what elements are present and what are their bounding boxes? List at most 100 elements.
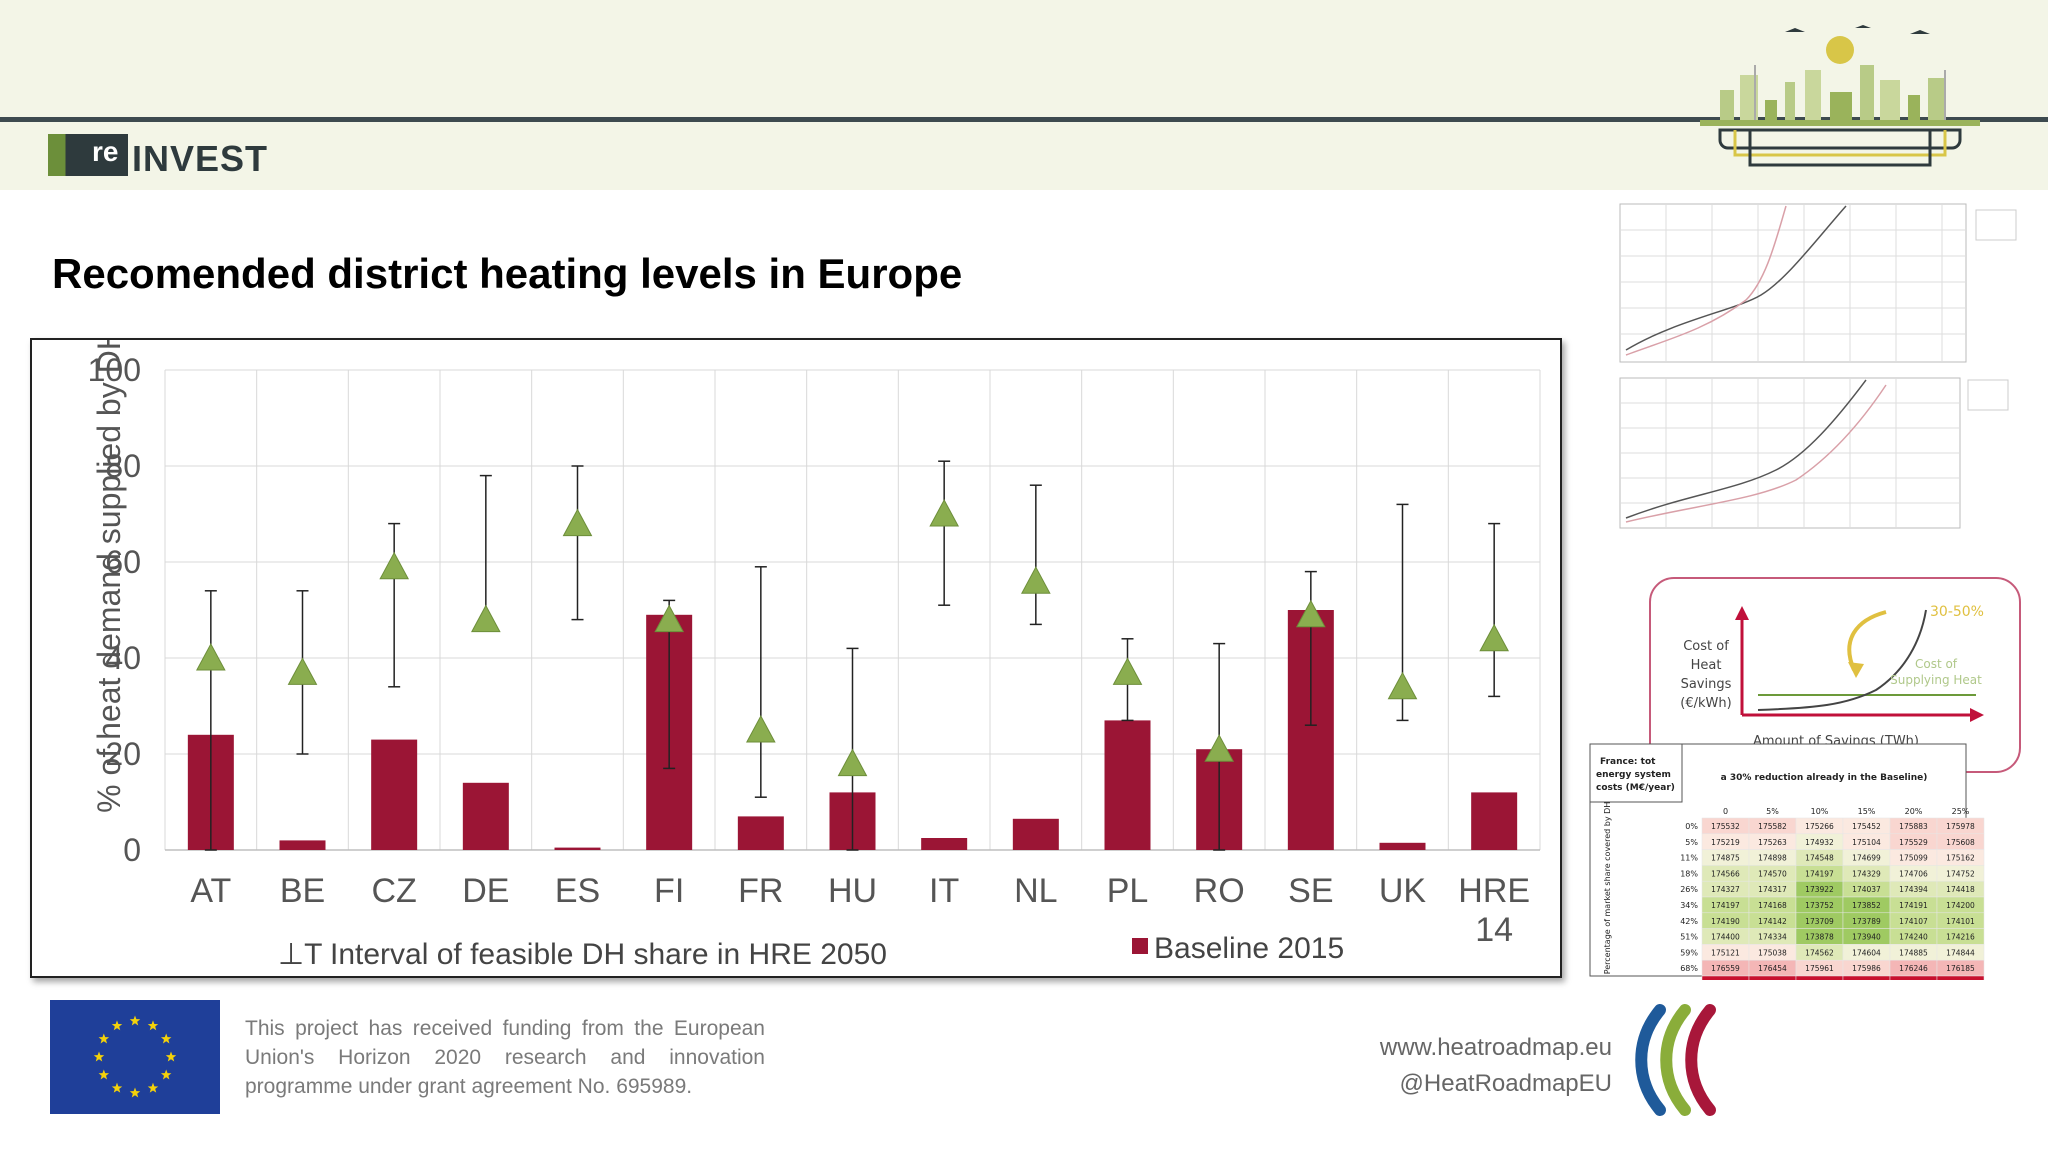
reinvest-logo: re INVEST — [48, 132, 267, 180]
table-cell-bg — [1889, 975, 1938, 980]
baseline-bar-nl — [1012, 818, 1059, 850]
x-tick-label: NL — [1014, 872, 1057, 910]
eu-star — [93, 1051, 105, 1062]
baseline-bar-hre-14 — [1471, 792, 1518, 850]
header-banner: re INVEST — [0, 0, 2048, 190]
table-cell-bg — [1842, 975, 1891, 980]
table-cell: 174197 — [1805, 869, 1834, 878]
table-cell: 175263 — [1758, 838, 1787, 847]
table-cell: 174875 — [1711, 854, 1740, 863]
table-cell-bg — [1936, 975, 1985, 980]
city-skyline-illustration — [1700, 25, 1980, 167]
heat-roadmap-logo — [1635, 1004, 1716, 1116]
x-tick-label: IT — [929, 872, 959, 910]
france-table-header: a 30% reduction already in the Baseline) — [1721, 773, 1928, 783]
table-cell: 174334 — [1758, 933, 1787, 942]
table-cell: 174216 — [1946, 933, 1975, 942]
eu-star — [129, 1087, 141, 1098]
hre2050-marker-hu — [837, 748, 868, 777]
hre2050-marker-it — [929, 498, 960, 527]
table-cell: 174885 — [1899, 948, 1928, 957]
twitter-handle[interactable]: @HeatRoadmapEU — [1399, 1070, 1612, 1097]
x-tick-label: RO — [1194, 872, 1245, 910]
eu-star — [111, 1082, 123, 1093]
table-cell: 175529 — [1899, 838, 1928, 847]
hre2050-marker-hre-14 — [1479, 623, 1510, 652]
france-table-row-axis-label: Percentage of market share covered by DH — [1603, 802, 1612, 975]
y-tick-label: 100 — [88, 352, 141, 388]
legend-baseline-swatch — [1132, 938, 1148, 954]
table-cell: 175266 — [1805, 822, 1834, 831]
table-cell: 174191 — [1899, 901, 1928, 910]
france-table-corner-line-1: France: tot — [1600, 757, 1656, 767]
cost-diagram-curve-label-line-2: Supplying Heat — [1890, 673, 1982, 687]
x-tick-label: SE — [1288, 872, 1333, 910]
table-row-label: 42% — [1680, 917, 1698, 926]
table-cell: 174190 — [1711, 917, 1740, 926]
table-cell: 174200 — [1946, 901, 1975, 910]
hre2050-marker-fr — [745, 714, 776, 743]
table-cell: 173709 — [1805, 917, 1834, 926]
x-tick-label: HU — [828, 872, 877, 910]
table-cell-bg — [1701, 975, 1750, 980]
hre2050-marker-se — [1295, 599, 1326, 628]
table-cell: 176559 — [1711, 964, 1740, 973]
legend-interval-symbol: ⊥T — [278, 938, 322, 971]
y-tick-label: 40 — [105, 640, 141, 676]
table-cell: 175104 — [1852, 838, 1881, 847]
cost-diagram-ylabel-line-1: Cost of — [1683, 639, 1729, 654]
baseline-bar-es — [554, 847, 601, 850]
table-row-label: 68% — [1680, 964, 1698, 973]
table-cell: 175532 — [1711, 822, 1740, 831]
table-cell: 174604 — [1852, 948, 1881, 957]
table-cell: 175452 — [1852, 822, 1881, 831]
hre2050-marker-at — [195, 642, 226, 671]
table-col-header: 0 — [1723, 807, 1728, 816]
table-cell: 174548 — [1805, 854, 1834, 863]
hre2050-marker-pl — [1112, 657, 1143, 685]
x-tick-label: FI — [654, 872, 684, 910]
table-row-label: 59% — [1680, 948, 1698, 957]
table-cell: 175121 — [1711, 948, 1740, 957]
y-tick-label: 80 — [105, 448, 141, 484]
x-tick-label: 14 — [1475, 911, 1513, 949]
table-cell: 174898 — [1758, 854, 1787, 863]
table-cell: 173852 — [1852, 901, 1881, 910]
table-cell: 175219 — [1711, 838, 1740, 847]
table-cell: 175961 — [1805, 964, 1834, 973]
table-cell: 174240 — [1899, 933, 1928, 942]
y-axis-label: % of heat demand supplied by DH — [91, 340, 127, 813]
eu-star — [111, 1020, 123, 1031]
website-link[interactable]: www.heatroadmap.eu — [1379, 1034, 1612, 1061]
cost-of-heat-savings-diagram: Cost of Heat Savings (€/kWh) 30-50% Cost… — [1649, 577, 2021, 773]
table-cell: 174107 — [1899, 917, 1928, 926]
table-col-header: 10% — [1811, 807, 1829, 816]
table-cell: 175582 — [1758, 822, 1787, 831]
hre2050-marker-fi — [654, 604, 685, 633]
hre2050-marker-de — [470, 604, 501, 633]
header-divider — [0, 117, 2048, 122]
eu-star — [98, 1069, 110, 1080]
table-cell-bg — [1795, 975, 1844, 980]
legend-baseline-label: Baseline 2015 — [1154, 932, 1344, 965]
baseline-bar-fr — [737, 816, 784, 850]
cost-diagram-curve-label-line-1: Cost of — [1915, 657, 1958, 671]
table-cell: 174168 — [1758, 901, 1787, 910]
cost-diagram-range-label: 30-50% — [1930, 604, 1984, 620]
x-tick-label: UK — [1379, 872, 1427, 910]
table-cell: 174101 — [1946, 917, 1975, 926]
x-tick-label: PL — [1107, 872, 1149, 910]
baseline-bar-be — [279, 840, 326, 850]
y-tick-label: 0 — [123, 832, 141, 868]
table-cell: 174562 — [1805, 948, 1834, 957]
table-row-label: 0% — [1685, 822, 1698, 831]
table-cell: 174418 — [1946, 885, 1975, 894]
eu-star — [165, 1051, 177, 1062]
logo-re-text: re — [92, 136, 119, 167]
legend-interval-label: Interval of feasible DH share in HRE 205… — [330, 938, 887, 971]
table-cell: 174142 — [1758, 917, 1787, 926]
y-tick-label: 60 — [105, 544, 141, 580]
table-cell: 174706 — [1899, 869, 1928, 878]
table-col-header: 20% — [1905, 807, 1923, 816]
